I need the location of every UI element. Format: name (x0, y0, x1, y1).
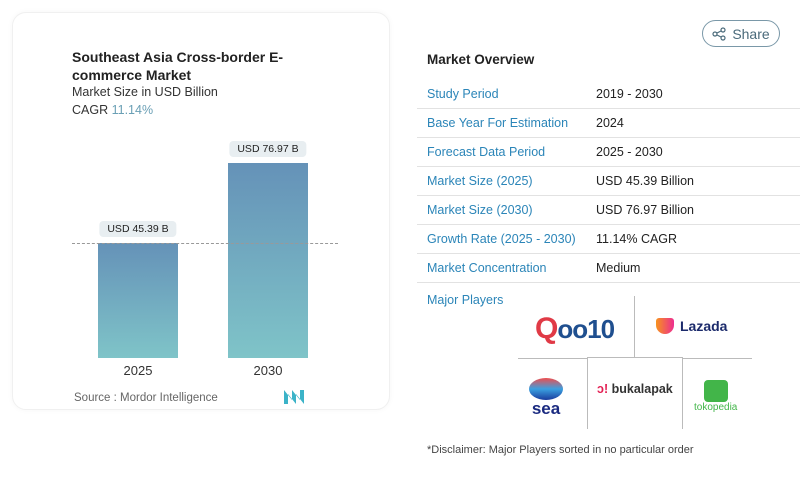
row-label: Forecast Data Period (427, 145, 546, 159)
chart-subtitle: Market Size in USD Billion (72, 85, 218, 99)
overview-title: Market Overview (427, 52, 535, 67)
bar-2025 (98, 243, 178, 358)
x-tick-label: 2030 (253, 363, 283, 378)
logo-bukalapak: ↄ! bukalapak (597, 382, 673, 396)
x-tick-label: 2025 (123, 363, 153, 378)
row-value: 2019 - 2030 (596, 87, 663, 101)
row-value: Medium (596, 261, 641, 275)
row-value: 11.14% CAGR (596, 232, 678, 246)
row-label: Study Period (427, 87, 499, 101)
source-text: Source : Mordor Intelligence (74, 392, 218, 404)
row-value: USD 45.39 Billion (596, 174, 694, 188)
row-value: 2024 (596, 116, 624, 130)
cagr-value: 11.14% (111, 103, 154, 117)
overview-row: Base Year For Estimation 2024 (417, 109, 800, 138)
share-icon (712, 26, 726, 41)
overview-row: Growth Rate (2025 - 2030) 11.14% CAGR (417, 225, 800, 254)
row-label: Growth Rate (2025 - 2030) (427, 232, 576, 246)
overview-row: Market Size (2025) USD 45.39 Billion (417, 167, 800, 196)
mordor-logo-icon (284, 390, 304, 404)
row-value: USD 76.97 Billion (596, 203, 694, 217)
cagr-label: CAGR (72, 103, 109, 117)
overview-row: Study Period 2019 - 2030 (417, 80, 800, 109)
disclaimer: *Disclaimer: Major Players sorted in no … (427, 444, 694, 456)
overview-row: Market Concentration Medium (417, 254, 800, 283)
logo-sea: sea (529, 378, 563, 418)
divider (634, 296, 635, 358)
row-label: Market Size (2030) (427, 203, 533, 217)
overview-row: Forecast Data Period 2025 - 2030 (417, 138, 800, 167)
logo-tokopedia: tokopedia (694, 380, 737, 413)
bar-2030 (228, 163, 308, 358)
row-label: Market Concentration (427, 261, 547, 275)
major-players-title: Major Players (427, 293, 504, 307)
share-button[interactable]: Share (702, 20, 780, 47)
lazada-heart-icon (656, 318, 674, 334)
overview-row: Market Size (2030) USD 76.97 Billion (417, 196, 800, 225)
data-label: USD 76.97 B (229, 141, 307, 157)
share-label: Share (732, 25, 770, 42)
row-label: Base Year For Estimation (427, 116, 569, 130)
chart-card (12, 12, 390, 410)
logo-qoo10: Qoo10 (535, 312, 615, 345)
row-label: Market Size (2025) (427, 174, 533, 188)
cagr: CAGR 11.14% (72, 103, 153, 117)
logo-lazada: Lazada (656, 318, 727, 334)
row-value: 2025 - 2030 (596, 145, 663, 159)
chart-title: Southeast Asia Cross-border E-commerce M… (72, 49, 284, 83)
logo-box (587, 357, 683, 429)
reference-line (72, 243, 338, 244)
data-label: USD 45.39 B (99, 221, 177, 237)
